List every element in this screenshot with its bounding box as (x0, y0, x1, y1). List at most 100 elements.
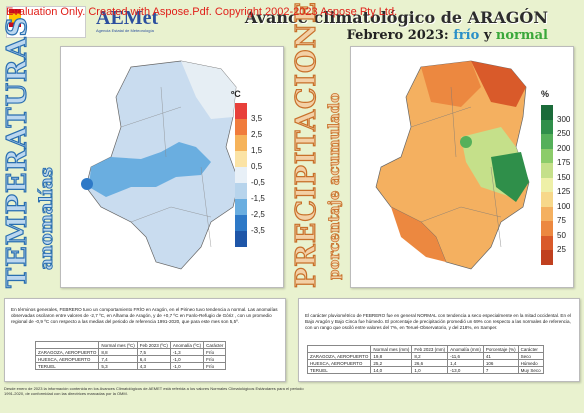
legend-label: 200 (557, 143, 571, 153)
table-cell: 1,4 (447, 359, 484, 367)
precipitation-vertical-subtitle: porcentaje acumulado (325, 92, 344, 280)
legend-swatch (235, 151, 247, 167)
page-subtitle: Febrero 2023: frío y normal (347, 28, 548, 43)
table-header-cell (306, 345, 372, 353)
table-row: TERUEL 14,0 1,0 -13,0 7 Muy Seco (306, 366, 544, 374)
table-header-cell: Feb 2023 (mm) (411, 345, 449, 353)
legend-swatch (541, 105, 553, 120)
table-cell: -1,0 (169, 362, 205, 370)
precipitation-description: El carácter pluviométrico de FEBRERO fue… (305, 313, 571, 330)
table-header-row: Normal mes (mm) Feb 2023 (mm) Anomalía (mm… (306, 345, 544, 353)
aemet-logo-text: AEMet (96, 7, 159, 29)
precipitation-vertical-title: PRECIPITACIONES (290, 0, 322, 289)
table-cell: 41 (482, 352, 519, 360)
table-header-cell: Carácter (517, 345, 544, 353)
table-cell: ZARAGOZA, AEROPUERTO (306, 352, 372, 360)
precipitation-map (375, 60, 530, 270)
table-cell: 19,8 (370, 352, 413, 360)
table-header-row: Normal mes (ºC) Feb 2023 (ºC) Anomalía (ºC… (34, 341, 227, 349)
table-cell: 7,4 (98, 355, 138, 363)
province-borders (120, 86, 212, 248)
table-cell: TERUEL (306, 366, 372, 374)
table-cell: 6,4 (136, 355, 171, 363)
subtitle-prefix: Febrero 2023: (346, 28, 449, 43)
table-row: HUESCA, AEROPUERTO 7,4 6,4 -1,0 Frío (34, 355, 227, 363)
legend-swatch (235, 199, 247, 215)
legend-swatch (541, 134, 553, 149)
legend-swatch (541, 206, 553, 221)
table-cell: Frío (203, 362, 227, 370)
legend-label: -0,5 (251, 178, 265, 187)
legend-swatch (541, 221, 553, 236)
legend-label: 250 (557, 129, 571, 138)
table-header-cell: Anomalía (mm) (447, 345, 484, 353)
legend-swatch (235, 119, 247, 135)
spain-flag-icon (9, 9, 21, 27)
legend-label: 0,5 (251, 162, 263, 171)
legend-swatch (541, 163, 553, 178)
table-cell: Frío (203, 355, 227, 363)
subtitle-normal: normal (495, 28, 548, 43)
table-cell: Frío (203, 348, 227, 356)
table-cell: ZARAGOZA, AEROPUERTO (34, 348, 100, 356)
legend-label: 150 (557, 172, 571, 182)
precipitation-map-panel: % 300 250 200 175 150 125 100 75 50 25 (350, 46, 574, 288)
temperature-table: Normal mes (ºC) Feb 2023 (ºC) Anomalía (ºC… (34, 341, 227, 370)
temperature-vertical-title: TEMPERATURAS (1, 16, 33, 289)
legend-swatch (235, 215, 247, 231)
table-header-cell: Feb 2023 (ºC) (136, 341, 171, 349)
subtitle-y: y (483, 28, 492, 43)
legend-label: 75 (557, 216, 566, 225)
temperature-map-panel: ºC 3,5 2,5 1,5 0,5 -0,5 -1,5 -2,5 -3,5 (60, 46, 284, 288)
legend-swatch (235, 231, 247, 247)
wet-bajo-aragon-zone (491, 152, 529, 202)
table-cell: HUESCA, AEROPUERTO (306, 359, 372, 367)
wet-spot (460, 136, 472, 148)
province-borders-precip (410, 86, 502, 248)
coldest-point (81, 178, 93, 190)
watermark: Evaluation Only. Created with Aspose.Pdf… (6, 6, 398, 18)
legend-label: -2,5 (251, 210, 265, 219)
table-header-cell (34, 341, 100, 349)
legend-swatch (235, 183, 247, 199)
legend-label: 100 (557, 201, 571, 211)
table-cell: 7,5 (136, 348, 171, 356)
legend-swatch (541, 192, 553, 207)
aemet-logo: AEMet Agencia Estatal de Meteorología (96, 8, 158, 34)
table-cell: 1,0 (411, 366, 449, 374)
table-row: ZARAGOZA, AEROPUERTO 19,8 8,2 -11,6 41 Seco (306, 352, 544, 360)
precipitation-table: Normal mes (mm) Feb 2023 (mm) Anomalía (mm… (306, 345, 544, 374)
legend-label: 125 (557, 187, 571, 196)
legend-swatch (541, 119, 553, 134)
legend-label: 1,5 (251, 146, 263, 155)
table-cell: Húmedo (517, 359, 544, 367)
temperature-text-panel: En términos generales, FEBRERO tuvo un c… (4, 298, 286, 382)
legend-label: 25 (557, 245, 566, 254)
table-row: ZARAGOZA, AEROPUERTO 8,8 7,5 -1,3 Frío (34, 348, 227, 356)
legend-swatch (235, 103, 247, 119)
table-cell: 14,0 (370, 366, 413, 374)
aragon-shape-precip (375, 60, 530, 270)
table-row: HUESCA, AEROPUERTO 25,2 26,6 1,4 106 Húmedo (306, 359, 544, 367)
table-header-cell: Carácter (203, 341, 227, 349)
table-cell: 8,2 (411, 352, 449, 360)
temperature-description: En términos generales, FEBRERO tuvo un c… (11, 307, 278, 324)
table-header-cell: Anomalía (ºC) (169, 341, 205, 349)
page-title: Avance climatológico de ARAGÓN (244, 8, 548, 27)
table-cell: 106 (482, 359, 519, 367)
table-cell: 25,2 (370, 359, 413, 367)
legend-label: 2,5 (251, 130, 263, 139)
legend-label: 175 (557, 158, 571, 167)
legend-swatch (541, 148, 553, 163)
table-cell: -11,6 (447, 352, 484, 360)
table-cell: Muy Seco (517, 366, 544, 374)
table-cell: TERUEL (34, 362, 100, 370)
legend-swatch (235, 135, 247, 151)
subtitle-frio: frío (453, 28, 480, 43)
table-row: TERUEL 5,3 4,3 -1,0 Frío (34, 362, 227, 370)
temperature-map (81, 60, 240, 270)
table-header-cell: Porcentaje (%) (482, 345, 519, 353)
dry-south-zone (391, 207, 446, 262)
legend-label: 3,5 (251, 114, 263, 123)
table-cell: 4,3 (136, 362, 171, 370)
